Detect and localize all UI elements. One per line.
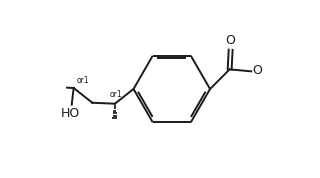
Text: O: O bbox=[226, 34, 236, 47]
Text: or1: or1 bbox=[76, 76, 89, 85]
Text: HO: HO bbox=[61, 107, 80, 120]
Text: O: O bbox=[252, 64, 262, 77]
Text: or1: or1 bbox=[109, 90, 122, 99]
